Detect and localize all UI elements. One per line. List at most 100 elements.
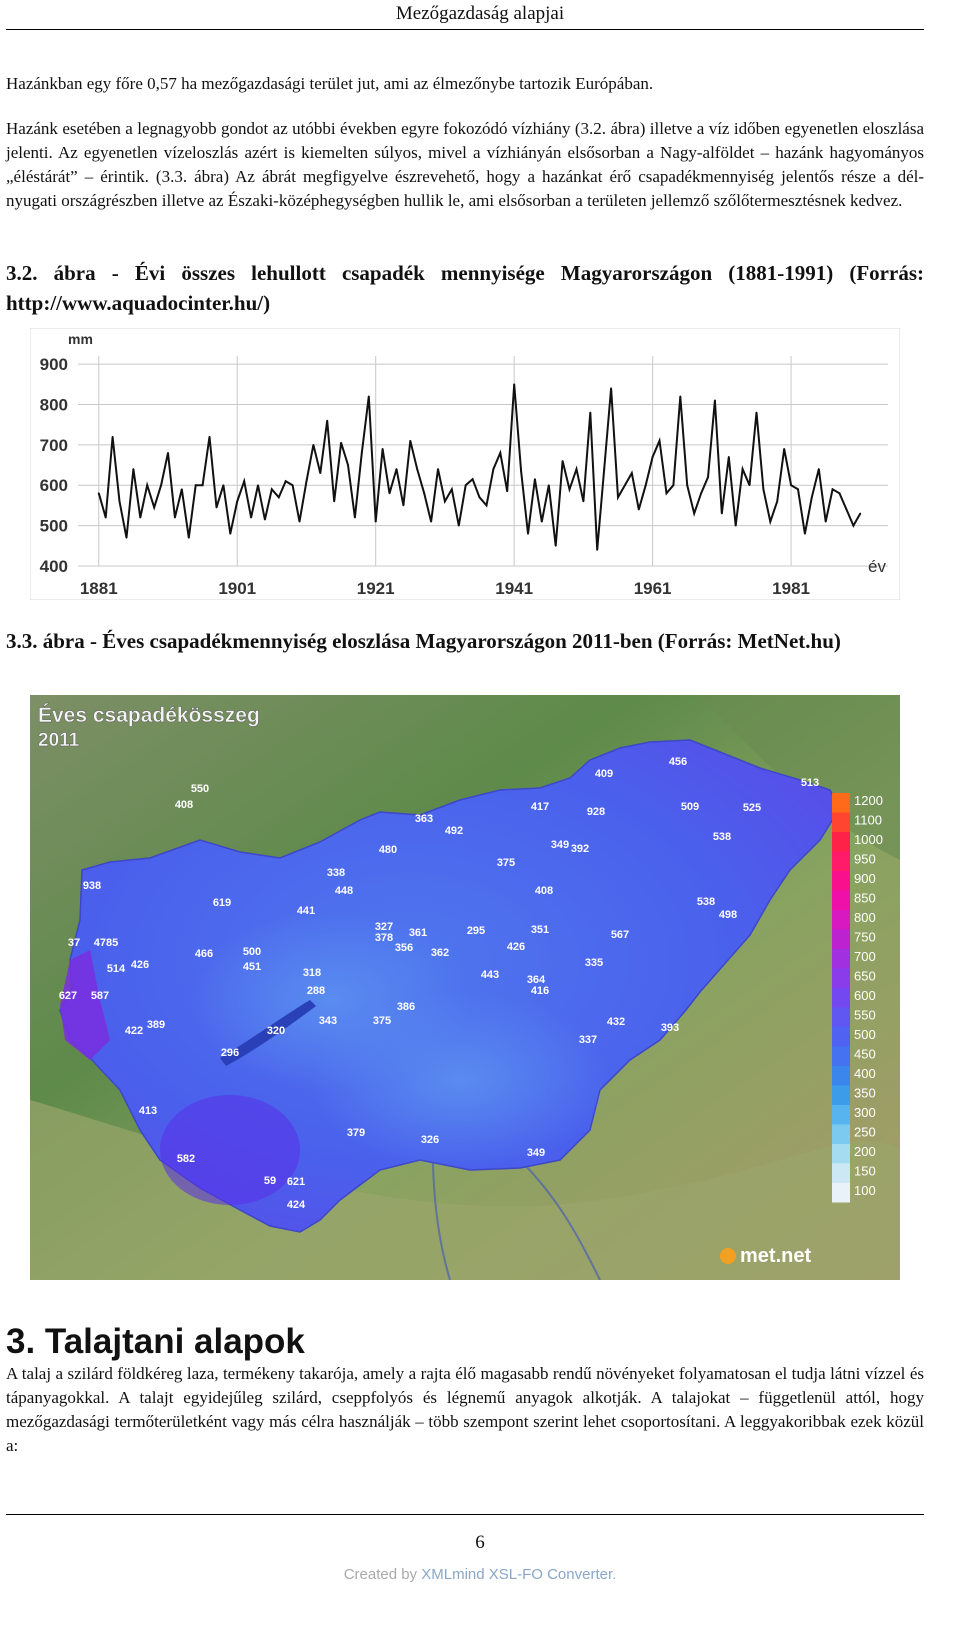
legend-value: 1200 [854, 793, 883, 808]
map-value-label: 375 [497, 857, 515, 869]
data-point-1952 [589, 411, 592, 414]
legend-swatch [832, 793, 850, 813]
map-value-label: 627 [59, 990, 77, 1002]
data-point-1944 [534, 478, 536, 481]
data-point-1974 [741, 468, 744, 470]
map-value-label: 448 [335, 885, 353, 897]
data-point-1915 [333, 500, 336, 503]
lake-balaton [220, 1000, 316, 1066]
map-value-label: 392 [571, 843, 589, 855]
data-point-1984 [810, 496, 813, 499]
data-point-1887 [139, 516, 142, 519]
x-tick-label: 1881 [80, 579, 118, 598]
legend-value: 650 [854, 969, 876, 984]
map-value-label: 621 [287, 1176, 305, 1188]
legend-value: 250 [854, 1125, 876, 1140]
data-point-1932 [450, 488, 453, 491]
data-point-1931 [444, 500, 446, 503]
map-value-label: 389 [147, 1019, 165, 1031]
data-point-1908 [284, 480, 287, 483]
data-point-1969 [707, 476, 709, 479]
map-value-label: 393 [661, 1022, 679, 1034]
map-value-label: 379 [347, 1127, 365, 1139]
map-value-label: 492 [445, 825, 463, 837]
legend-swatch [832, 890, 850, 910]
data-point-1985 [817, 468, 820, 470]
converter-footer: Created by XMLmind XSL-FO Converter. [0, 1566, 960, 1583]
data-point-1967 [693, 512, 696, 515]
map-value-label: 337 [579, 1034, 597, 1046]
data-point-1924 [395, 468, 398, 470]
legend-swatch [832, 1066, 850, 1086]
map-value-label: 351 [531, 924, 549, 936]
map-value-label: 349 [527, 1147, 545, 1159]
x-tick-label: 1901 [218, 579, 256, 598]
legend-value: 200 [854, 1144, 876, 1159]
legend-value: 800 [854, 910, 876, 925]
data-point-1991 [859, 512, 862, 515]
legend-value: 100 [854, 1183, 876, 1198]
map-value-label: 37 [68, 937, 80, 949]
map-value-label: 364 [527, 974, 546, 986]
paragraph-1: Hazánkban egy főre 0,57 ha mezőgazdasági… [6, 74, 654, 93]
map-value-label: 417 [531, 801, 549, 813]
data-point-1896 [201, 484, 204, 487]
data-point-1942 [520, 470, 522, 472]
legend-value: 550 [854, 1008, 876, 1023]
legend-value: 500 [854, 1027, 876, 1042]
legend-swatch [832, 1046, 850, 1066]
figure-3-3-caption: 3.3. ábra - Éves csapadékmennyiség elosz… [6, 629, 841, 653]
data-point-1902 [243, 480, 246, 483]
data-point-1905 [264, 518, 266, 521]
data-point-1920 [367, 395, 370, 398]
data-point-1980 [783, 447, 786, 450]
alfold-light-area [310, 990, 610, 1170]
map-value-label: 338 [327, 867, 345, 879]
map-color-legend: 1200 1100 1000 950 900 850 800 750 700 650 600 550 5… [832, 793, 883, 1203]
data-point-1937 [485, 504, 488, 507]
map-value-label: 587 [91, 990, 109, 1002]
legend-value: 1100 [854, 813, 882, 828]
section-heading: 3. Talajtani alapok [6, 1322, 305, 1361]
data-point-1889 [153, 506, 156, 509]
data-point-1894 [187, 536, 190, 539]
data-point-1927 [416, 468, 419, 470]
data-point-1921 [374, 520, 377, 523]
map-value-label: 567 [611, 929, 629, 941]
data-point-1983 [804, 532, 806, 535]
paragraph-2: Hazánk esetében a legnagyobb gondot az u… [6, 119, 924, 210]
map-value-label: 295 [467, 925, 485, 937]
legend-swatch [832, 1085, 850, 1105]
data-point-1901 [236, 500, 239, 503]
map-value-label: 451 [243, 961, 261, 973]
x-axis-label: év [868, 557, 886, 576]
data-point-1979 [776, 500, 779, 503]
data-point-1973 [734, 524, 737, 527]
chart-frame [30, 328, 900, 600]
data-point-1965 [679, 395, 682, 398]
legend-swatch [832, 1144, 850, 1164]
data-point-1917 [347, 464, 349, 466]
chart-grid [78, 356, 888, 567]
legend-swatch [832, 812, 850, 832]
data-point-1982 [797, 488, 799, 491]
legend-value: 1000 [854, 832, 883, 847]
data-point-1976 [755, 411, 758, 414]
data-point-1882 [104, 516, 107, 519]
footer-tool-link[interactable]: XMLmind XSL-FO Converter [421, 1566, 613, 1583]
map-value-label: 424 [287, 1199, 306, 1211]
map-value-label: 500 [243, 946, 261, 958]
data-point-1972 [727, 456, 730, 458]
data-point-1884 [118, 500, 121, 503]
map-value-label: 408 [535, 885, 553, 897]
data-point-1957 [624, 484, 626, 487]
data-point-1971 [720, 512, 723, 515]
map-value-label: 422 [125, 1025, 143, 1037]
legend-value: 350 [854, 1086, 876, 1101]
data-point-1962 [658, 439, 661, 442]
map-value-label: 288 [307, 985, 325, 997]
legend-swatch [832, 929, 850, 949]
data-point-1988 [838, 492, 841, 495]
